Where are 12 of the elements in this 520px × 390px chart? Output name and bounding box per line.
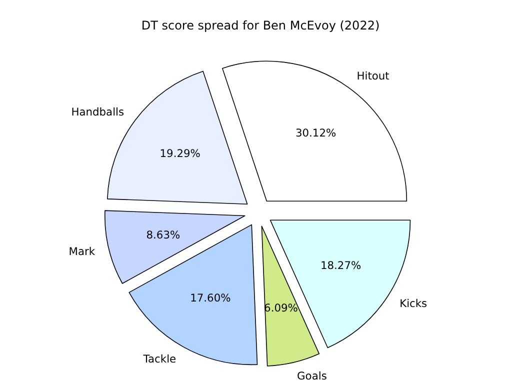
slice-label: Hitout	[356, 70, 390, 83]
slice-label: Mark	[68, 244, 96, 258]
data-label: 17.60%	[190, 291, 231, 304]
data-label: 8.63%	[146, 228, 180, 242]
data-label: 19.29%	[160, 147, 200, 160]
data-label: 30.12%	[295, 126, 336, 140]
data-label: 18.27%	[320, 259, 362, 272]
slice-label: Tackle	[142, 352, 176, 366]
chart-title: DT score spread for Ben McEvoy (2022)	[141, 18, 380, 32]
slice-label: Handballs	[71, 105, 125, 118]
slice-label: Goals	[297, 370, 328, 383]
slice-label: Kicks	[400, 297, 428, 310]
